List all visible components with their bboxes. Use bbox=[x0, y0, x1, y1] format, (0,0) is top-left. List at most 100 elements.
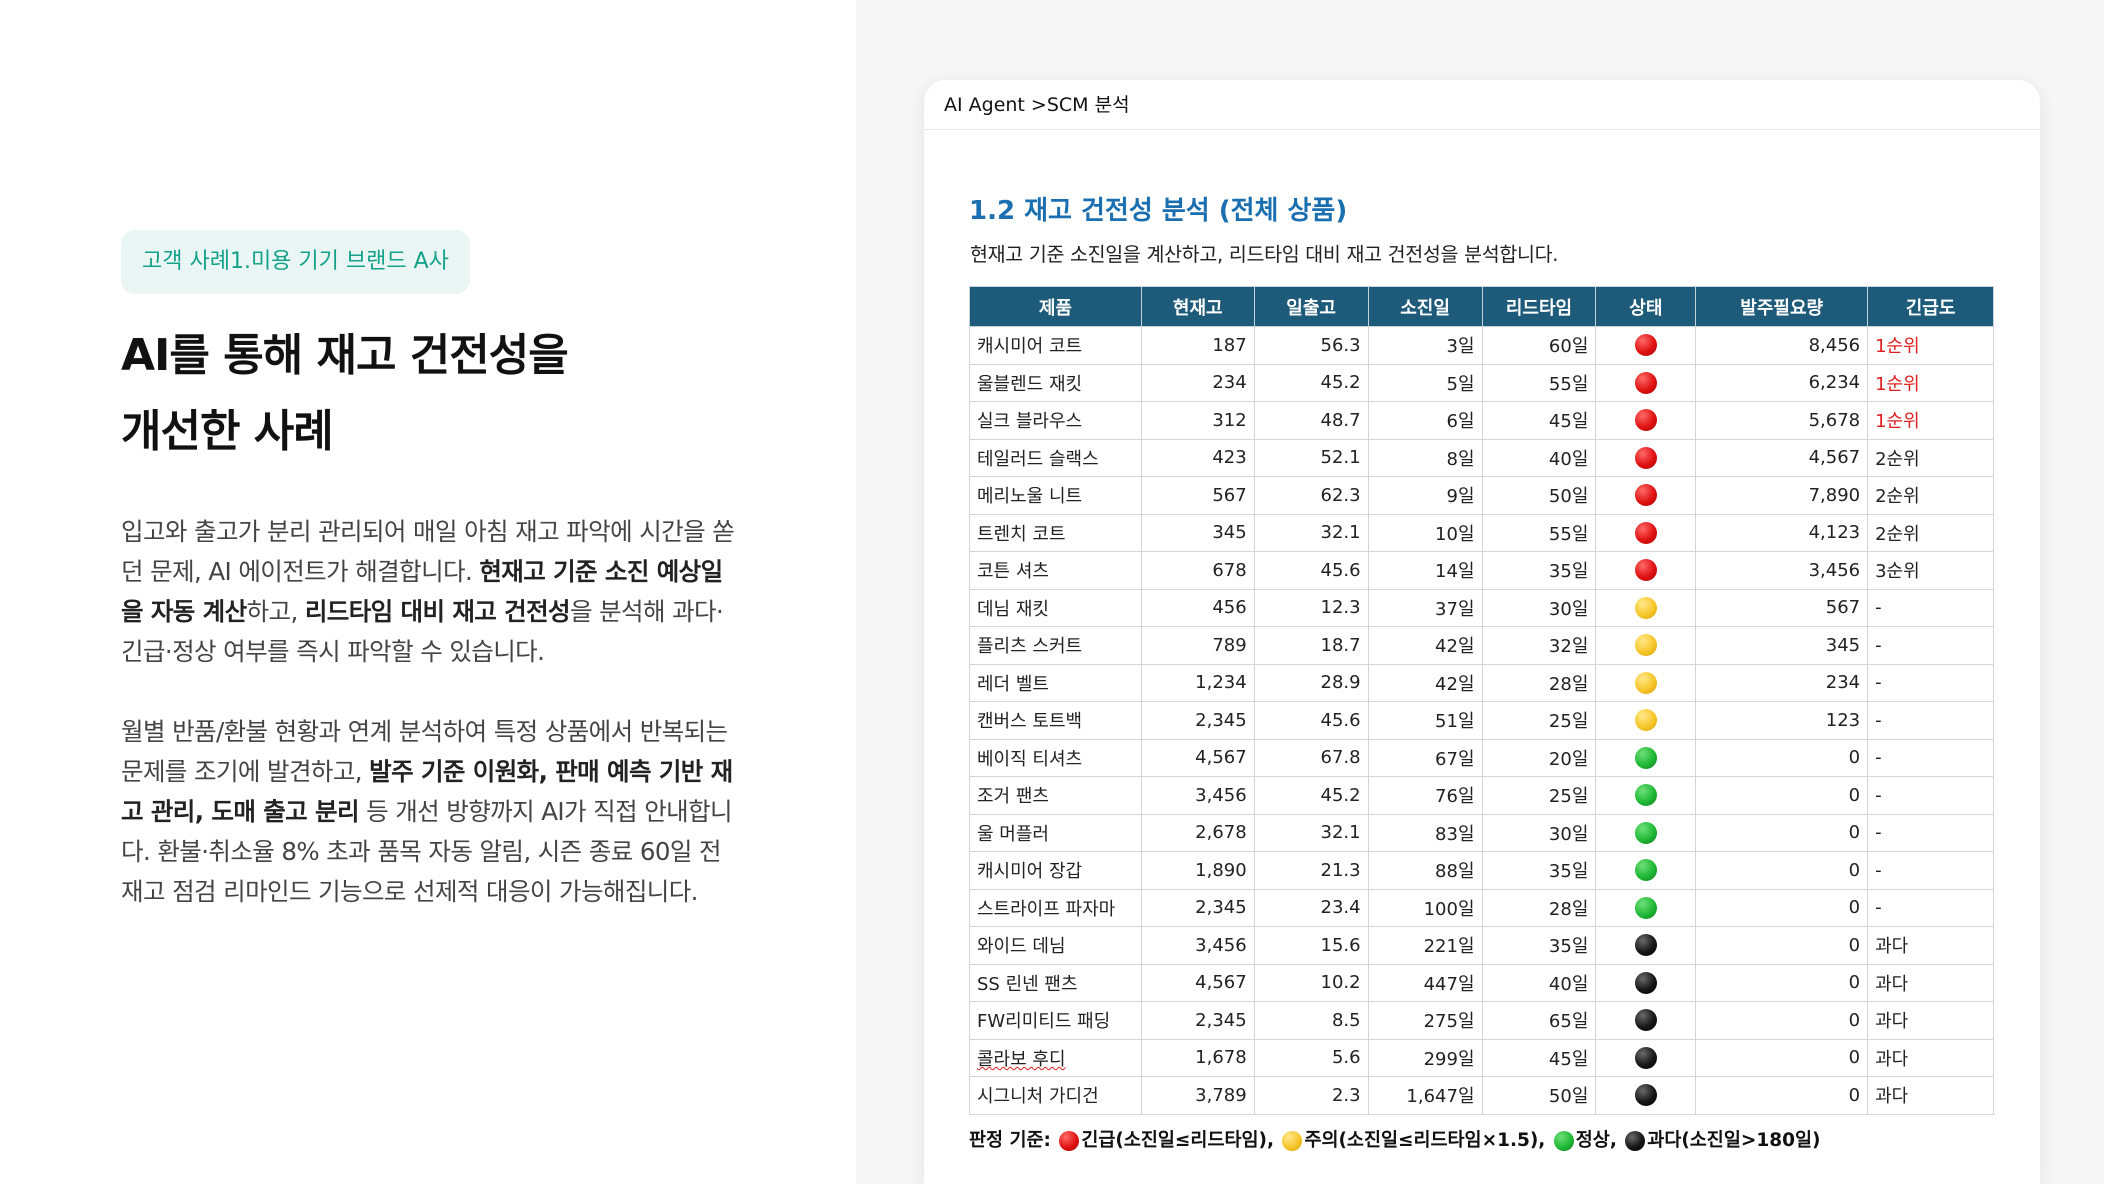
cell-lead: 40일 bbox=[1481, 438, 1597, 477]
cell-product-text: 울블렌드 재킷 bbox=[977, 373, 1083, 395]
cell-status bbox=[1595, 776, 1697, 815]
cell-stock-text: 187 bbox=[1212, 334, 1247, 356]
cell-lead: 28일 bbox=[1481, 663, 1597, 702]
cell-days-text: 37일 bbox=[1435, 598, 1475, 620]
table-row: 와이드 데님 3,456 15.6 221일 35일 0 과다 bbox=[969, 926, 1994, 965]
cell-days-text: 42일 bbox=[1435, 673, 1475, 695]
cell-urgency: - bbox=[1867, 588, 1994, 627]
p2-text-2: 등 개선 방향까지 AI가 직접 안내합니다. 환불·취소율 8% 초과 품목 … bbox=[121, 797, 733, 906]
cell-order: 0 bbox=[1695, 738, 1869, 777]
cell-days: 42일 bbox=[1367, 626, 1483, 665]
col-lead: 리드타임 bbox=[1481, 286, 1597, 327]
cell-product-text: 콜라보 후디 bbox=[977, 1048, 1066, 1070]
cell-stock: 567 bbox=[1140, 476, 1255, 515]
cell-product-text: 스트라이프 파자마 bbox=[977, 898, 1116, 920]
cell-daily: 32.1 bbox=[1253, 813, 1369, 852]
cell-order-text: 567 bbox=[1825, 597, 1861, 619]
cell-status bbox=[1595, 626, 1697, 665]
cell-order: 4,123 bbox=[1695, 513, 1869, 552]
cell-product-text: 레더 벨트 bbox=[977, 673, 1049, 695]
cell-lead-text: 60일 bbox=[1548, 336, 1589, 358]
cell-urgency: 과다 bbox=[1867, 1001, 1994, 1040]
col-daily: 일출고 bbox=[1253, 286, 1369, 327]
cell-urgency-text: 2순위 bbox=[1875, 448, 1920, 470]
headline: AI를 통해 재고 건전성을 개선한 사례 bbox=[121, 318, 821, 470]
table-row: 트렌치 코트 345 32.1 10일 55일 4,123 2순위 bbox=[969, 513, 1994, 552]
cell-days: 83일 bbox=[1367, 813, 1483, 852]
cell-product-text: SS 린넨 팬츠 bbox=[977, 973, 1078, 995]
cell-lead: 60일 bbox=[1481, 326, 1597, 365]
cell-urgency: 2순위 bbox=[1867, 438, 1994, 477]
cell-order: 3,456 bbox=[1695, 551, 1869, 590]
legend-black: 과다(소진일>180일) bbox=[1647, 1130, 1821, 1151]
green-circle-icon bbox=[1553, 1131, 1574, 1151]
cell-daily-text: 67.8 bbox=[1320, 747, 1361, 769]
cell-order-text: 0 bbox=[1848, 1009, 1861, 1031]
cell-days-text: 14일 bbox=[1435, 561, 1475, 583]
cell-urgency-text: - bbox=[1875, 634, 1882, 656]
cell-lead: 30일 bbox=[1481, 588, 1597, 627]
cell-lead-text: 35일 bbox=[1548, 861, 1589, 883]
table-row: 테일러드 슬랙스 423 52.1 8일 40일 4,567 2순위 bbox=[969, 438, 1994, 477]
black-status-icon bbox=[1634, 971, 1657, 994]
cell-days-text: 42일 bbox=[1435, 636, 1475, 658]
cell-product-text: 시그니처 가디건 bbox=[977, 1086, 1099, 1108]
cell-lead: 65일 bbox=[1481, 1001, 1597, 1040]
cell-stock-text: 3,789 bbox=[1195, 1084, 1247, 1106]
cell-product-text: 조거 팬츠 bbox=[977, 786, 1049, 808]
cell-days: 42일 bbox=[1367, 663, 1483, 702]
yellow-status-icon bbox=[1634, 709, 1657, 732]
cell-urgency-text: 과다 bbox=[1875, 936, 1909, 958]
green-status-icon bbox=[1634, 746, 1657, 769]
cell-stock-text: 2,345 bbox=[1195, 1009, 1247, 1031]
cell-daily-text: 45.6 bbox=[1320, 709, 1361, 731]
cell-daily: 15.6 bbox=[1253, 926, 1369, 965]
cell-daily: 45.2 bbox=[1253, 363, 1369, 402]
cell-days: 100일 bbox=[1367, 888, 1483, 927]
cell-urgency-text: 과다 bbox=[1875, 1011, 1909, 1033]
cell-status bbox=[1595, 663, 1697, 702]
yellow-status-icon bbox=[1634, 634, 1657, 657]
cell-lead: 25일 bbox=[1481, 701, 1597, 740]
cell-lead: 32일 bbox=[1481, 626, 1597, 665]
cell-lead: 50일 bbox=[1481, 1076, 1597, 1115]
cell-order: 234 bbox=[1695, 663, 1869, 702]
table-row: 메리노울 니트 567 62.3 9일 50일 7,890 2순위 bbox=[969, 476, 1994, 515]
cell-order-text: 5,678 bbox=[1808, 409, 1861, 431]
cell-lead-text: 55일 bbox=[1548, 373, 1589, 395]
cell-product: 와이드 데님 bbox=[969, 926, 1142, 965]
cell-stock: 345 bbox=[1140, 513, 1255, 552]
table-row: FW리미티드 패딩 2,345 8.5 275일 65일 0 과다 bbox=[969, 1001, 1994, 1040]
cell-urgency: - bbox=[1867, 851, 1994, 890]
cell-stock-text: 1,234 bbox=[1195, 672, 1247, 694]
cell-product: 메리노울 니트 bbox=[969, 476, 1142, 515]
cell-order-text: 8,456 bbox=[1808, 334, 1861, 356]
cell-lead-text: 40일 bbox=[1548, 973, 1589, 995]
cell-status bbox=[1595, 701, 1697, 740]
description-paragraph-1: 입고와 출고가 분리 관리되어 매일 아침 재고 파악에 시간을 쏟던 문제, … bbox=[121, 512, 741, 672]
cell-stock: 234 bbox=[1140, 363, 1255, 402]
cell-status bbox=[1595, 476, 1697, 515]
cell-order: 0 bbox=[1695, 1038, 1869, 1077]
cell-urgency-text: - bbox=[1875, 897, 1882, 919]
cell-urgency-text: - bbox=[1875, 672, 1882, 694]
cell-lead: 45일 bbox=[1481, 1038, 1597, 1077]
cell-days-text: 275일 bbox=[1423, 1011, 1475, 1033]
black-status-icon bbox=[1634, 1009, 1657, 1032]
cell-stock: 1,890 bbox=[1140, 851, 1255, 890]
cell-days: 51일 bbox=[1367, 701, 1483, 740]
col-stock: 현재고 bbox=[1140, 286, 1255, 327]
cell-daily-text: 21.3 bbox=[1320, 859, 1361, 881]
cell-order-text: 0 bbox=[1848, 897, 1861, 919]
cell-stock-text: 1,890 bbox=[1195, 859, 1247, 881]
table-row: 울 머플러 2,678 32.1 83일 30일 0- bbox=[969, 813, 1994, 852]
cell-lead-text: 55일 bbox=[1548, 523, 1589, 545]
cell-stock-text: 2,345 bbox=[1195, 709, 1247, 731]
cell-order: 345 bbox=[1695, 626, 1869, 665]
black-status-icon bbox=[1634, 934, 1657, 957]
cell-daily: 12.3 bbox=[1253, 588, 1369, 627]
cell-daily-text: 45.6 bbox=[1320, 559, 1361, 581]
cell-lead: 40일 bbox=[1481, 963, 1597, 1002]
description-paragraph-2: 월별 반품/환불 현황과 연계 분석하여 특정 상품에서 반복되는 문제를 조기… bbox=[121, 712, 741, 912]
cell-product: SS 린넨 팬츠 bbox=[969, 963, 1142, 1002]
